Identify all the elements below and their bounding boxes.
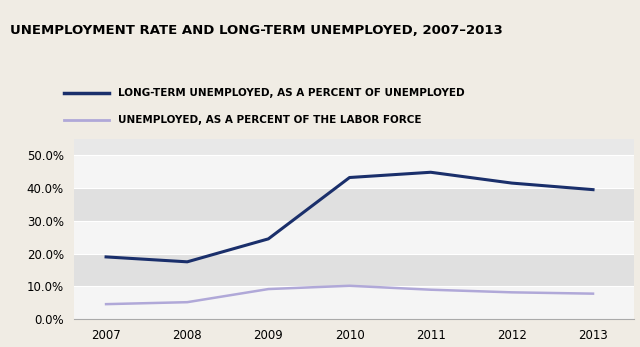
Text: LONG-TERM UNEMPLOYED, AS A PERCENT OF UNEMPLOYED: LONG-TERM UNEMPLOYED, AS A PERCENT OF UN… — [118, 87, 465, 98]
Bar — [74, 221, 634, 254]
Bar — [74, 155, 634, 188]
Text: UNEMPLOYMENT RATE AND LONG-TERM UNEMPLOYED, 2007–2013: UNEMPLOYMENT RATE AND LONG-TERM UNEMPLOY… — [10, 24, 502, 37]
Bar — [74, 188, 634, 221]
Text: UNEMPLOYED, AS A PERCENT OF THE LABOR FORCE: UNEMPLOYED, AS A PERCENT OF THE LABOR FO… — [118, 115, 422, 125]
Bar — [74, 254, 634, 286]
Bar — [74, 286, 634, 319]
